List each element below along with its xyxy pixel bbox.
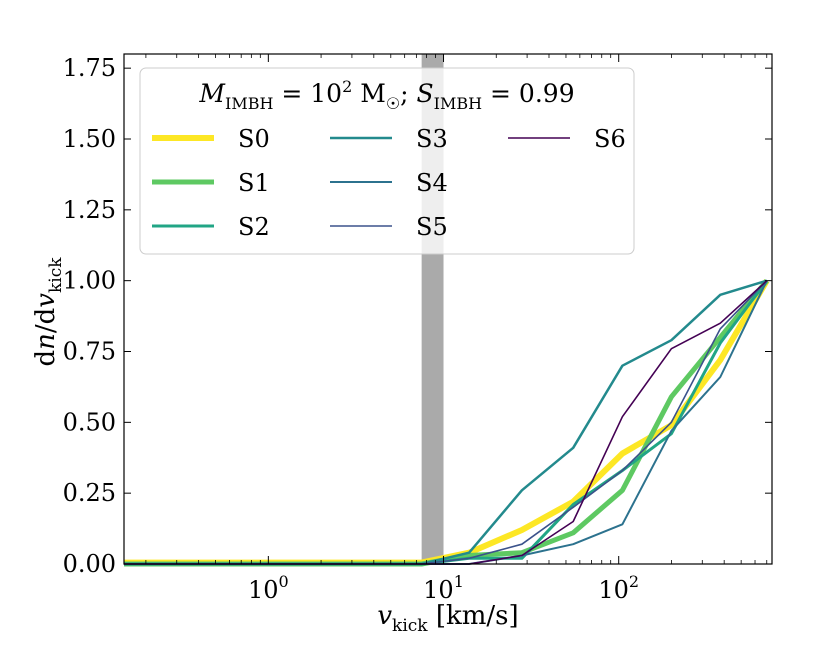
series-lines [124,279,770,567]
legend-label-s0: S0 [238,125,270,153]
axis-ticks: 0.00 0.25 0.50 0.75 1.00 1.25 1.50 1.75 100 101 10… [63,54,772,604]
y-tick-label: 0.75 [63,338,116,366]
legend-items: S0 S1 S2 S3 S4 S5 S6 [152,125,626,241]
y-tick-label: 1.25 [63,196,116,224]
y-axis-label: dn/dvkick [31,257,66,367]
y-tick-label: 0.00 [63,550,116,578]
legend-label-s6: S6 [594,125,626,153]
plot-frame [123,53,773,565]
legend-title: MIMBH = 102 M☉; SIMBH = 0.99 [198,77,574,113]
legend-box [139,67,635,255]
legend-label-s5: S5 [416,213,448,241]
y-tick-label: 0.25 [63,479,116,507]
x-tick-label: 101 [423,572,464,604]
x-axis-label: vkick [km/s] [377,601,518,636]
legend-label-s4: S4 [416,169,448,197]
series-line-s5 [124,280,768,565]
legend-label-s2: S2 [238,213,270,241]
x-tick-label: 102 [598,572,639,604]
y-tick-label: 1.00 [63,267,116,295]
y-tick-label: 1.75 [63,54,116,82]
legend-label-s3: S3 [416,125,448,153]
series-line-s3 [124,279,768,566]
legend-label-s1: S1 [238,169,270,197]
y-tick-label: 1.50 [63,125,116,153]
legend: MIMBH = 102 M☉; SIMBH = 0.99 S0S1S2S3S4S… [139,67,635,255]
y-tick-label: 0.50 [63,408,116,436]
x-tick-label: 100 [248,572,289,604]
